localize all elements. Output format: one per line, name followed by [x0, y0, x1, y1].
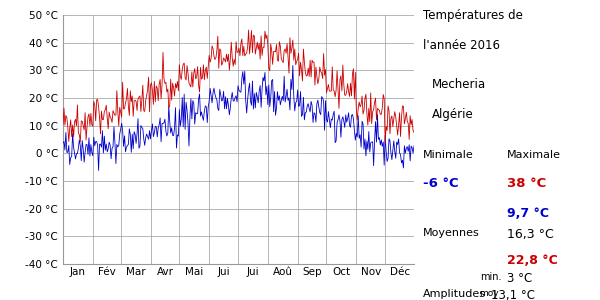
Text: 22,8 °C: 22,8 °C [507, 254, 558, 266]
Text: Algérie: Algérie [432, 108, 474, 121]
Text: Mecheria: Mecheria [432, 78, 486, 91]
Text: 3 °C: 3 °C [507, 272, 532, 284]
Text: Maximale: Maximale [507, 150, 561, 160]
Text: 38 °C: 38 °C [507, 177, 546, 190]
Text: min.: min. [480, 272, 502, 281]
Text: 13,1 °C: 13,1 °C [491, 289, 535, 300]
Text: l'année 2016: l'année 2016 [423, 39, 500, 52]
Text: moy: moy [479, 289, 499, 298]
Text: -6 °C: -6 °C [423, 177, 458, 190]
Text: 9,7 °C: 9,7 °C [507, 207, 549, 220]
Text: 16,3 °C: 16,3 °C [507, 228, 554, 241]
Text: Minimale: Minimale [423, 150, 474, 160]
Text: Températures de: Températures de [423, 9, 523, 22]
Text: Moyennes: Moyennes [423, 228, 480, 238]
Text: Amplitudes: Amplitudes [423, 289, 486, 298]
